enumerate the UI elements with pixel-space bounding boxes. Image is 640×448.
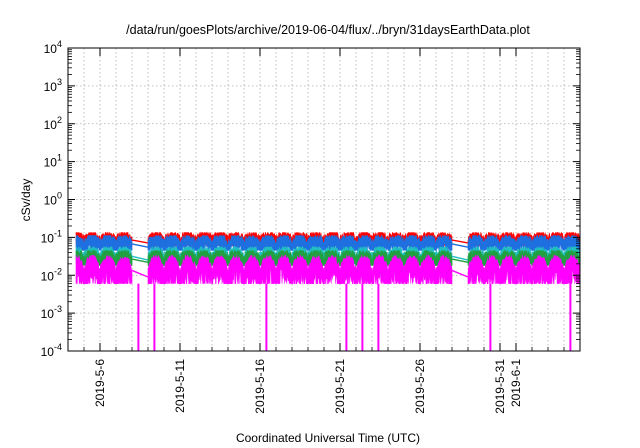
gap-connector	[451, 255, 469, 261]
y-tick-label: 10-4	[41, 342, 62, 359]
y-tick-label: 100	[44, 191, 62, 208]
gap-connector	[451, 243, 469, 248]
gap-connector	[131, 243, 149, 248]
series-band	[147, 234, 453, 252]
gap-connector	[451, 258, 469, 263]
x-tick-label: 2019-6-1	[509, 359, 523, 407]
y-tick-label: 104	[44, 39, 62, 56]
x-tick-label: 2019-5-31	[493, 359, 507, 414]
x-axis: 2019-5-6 2019-5-11 2019-5-16 2019-5-21 2019-…	[83, 48, 565, 414]
x-tick-label: 2019-5-21	[333, 359, 347, 414]
y-tick-label: 10-3	[41, 304, 62, 321]
series-band	[75, 254, 133, 285]
gap-connector	[131, 258, 149, 263]
gap-connector	[131, 255, 149, 261]
x-tick-label: 2019-5-26	[413, 359, 427, 414]
gap-connector	[131, 239, 149, 244]
x-tick-label: 2019-5-6	[93, 359, 107, 407]
y-tick-label: 101	[44, 153, 62, 170]
y-tick-label: 103	[44, 77, 62, 94]
gap-connector	[451, 239, 469, 244]
x-tick-label: 2019-5-16	[253, 359, 267, 414]
data-layer	[75, 231, 580, 351]
chart-title: /data/run/goesPlots/archive/2019-06-04/f…	[126, 23, 530, 37]
y-tick-label: 10-2	[41, 266, 62, 283]
y-axis-label: cSv/day	[19, 179, 33, 222]
gap-connector	[451, 269, 469, 278]
x-tick-label: 2019-5-11	[173, 359, 187, 413]
y-axis: 10-4 10-3 10-2 10-1 100 101 102 103 104	[41, 39, 580, 359]
grid	[68, 48, 580, 351]
y-tick-label: 10-1	[41, 228, 62, 245]
gap-connector	[131, 269, 149, 278]
series-band	[147, 254, 453, 285]
y-tick-label: 102	[44, 115, 62, 132]
x-axis-label: Coordinated Universal Time (UTC)	[236, 431, 420, 445]
